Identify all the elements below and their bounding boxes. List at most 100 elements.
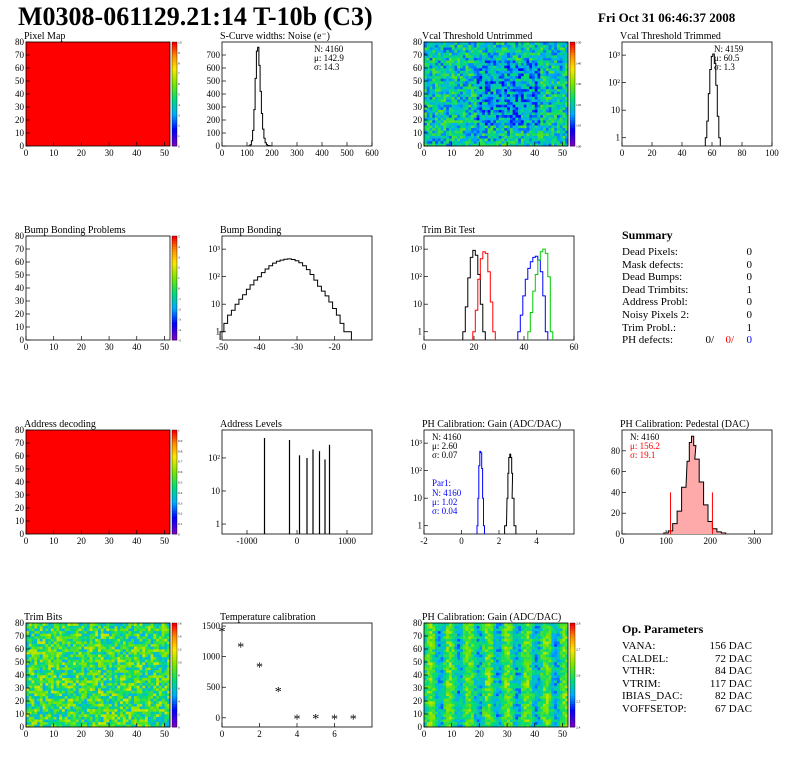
op-label: VTRIM: [622, 677, 661, 690]
heatmap-cell [117, 698, 121, 702]
heatmap-cell [476, 130, 480, 134]
heatmap-cell [487, 83, 491, 87]
heatmap-cell [128, 669, 132, 673]
colorbar-segment [172, 277, 177, 281]
colorbar-tick: 0 [178, 287, 180, 291]
summary-label: Dead Bumps: [622, 271, 683, 284]
heatmap-cell [67, 680, 71, 684]
heatmap-cell [106, 690, 110, 694]
heatmap-cell [435, 143, 439, 147]
heatmap-cell [554, 138, 558, 142]
heatmap-cell [498, 127, 502, 131]
heatmap-cell [448, 81, 452, 84]
heatmap-cell [150, 711, 154, 715]
heatmap-cell [67, 690, 71, 694]
heatmap-cell [75, 667, 79, 671]
heatmap-cell [131, 643, 135, 647]
heatmap-cell [504, 127, 508, 131]
heatmap-cell [432, 73, 436, 77]
heatmap-cell [153, 677, 157, 681]
heatmap-cell [89, 708, 93, 712]
colorbar-segment [172, 646, 177, 650]
heatmap-cell [34, 630, 38, 634]
heatmap-cell [543, 73, 547, 77]
heatmap-cell [526, 65, 530, 69]
heatmap-cell [556, 70, 560, 74]
heatmap-cell [62, 701, 66, 704]
heatmap-cell [426, 91, 430, 95]
y-tick-label: 80 [611, 446, 621, 456]
heatmap-cell [562, 104, 566, 108]
heatmap-cell [128, 659, 132, 663]
heatmap-cell [161, 669, 165, 673]
heatmap-cell [109, 672, 113, 676]
heatmap-cell [150, 680, 154, 684]
colorbar-segment [172, 526, 177, 530]
heatmap-cell [562, 44, 566, 48]
heatmap-cell [424, 625, 428, 629]
heatmap-cell [59, 636, 63, 639]
colorbar-segment [570, 44, 575, 48]
heatmap-cell [106, 664, 110, 668]
chart-gain: PH Calibration: Gain (ADC/DAC)-2 0 2 411010… [410, 419, 575, 546]
heatmap-cell [465, 81, 469, 84]
y-tick-label: 80 [15, 425, 25, 435]
y-tick-label: 50 [15, 464, 25, 474]
heatmap-cell [59, 677, 63, 681]
heatmap-cell [26, 716, 30, 720]
heatmap-cell [498, 47, 502, 51]
heatmap-cell [111, 690, 115, 694]
heatmap-cell [440, 47, 444, 51]
heatmap-cell [139, 633, 143, 637]
heatmap-cell [73, 677, 77, 681]
heatmap-cell [424, 44, 428, 48]
heatmap-cell [62, 688, 66, 691]
heatmap-cell [496, 52, 500, 56]
heatmap-cell [471, 120, 475, 123]
heatmap-cell [515, 86, 519, 90]
heatmap-cell [523, 127, 527, 131]
heatmap-cell [48, 677, 52, 681]
heatmap-cell [53, 628, 57, 632]
heatmap-cell [534, 114, 538, 118]
heatmap-cell [526, 75, 530, 79]
heatmap-cell [122, 677, 126, 681]
summary-label: Noisy Pixels 2: [622, 308, 690, 321]
heatmap-cell [537, 65, 541, 69]
heatmap-cell [548, 109, 552, 113]
heatmap-cell [562, 42, 566, 45]
heatmap-cell [164, 638, 168, 642]
heatmap-cell [454, 55, 458, 58]
heatmap-cell [75, 669, 79, 673]
heatmap-cell [490, 52, 494, 56]
heatmap-cell [64, 714, 68, 717]
heatmap-cell [114, 625, 118, 629]
heatmap-cell [62, 646, 66, 650]
heatmap-cell [426, 724, 430, 728]
heatmap-cell [515, 83, 519, 87]
heatmap-cell [111, 716, 115, 720]
heatmap-cell [424, 641, 428, 645]
heatmap-cell [122, 628, 126, 632]
heatmap-cell [95, 651, 99, 655]
heatmap-cell [451, 49, 455, 53]
chart-title: Vcal Threshold Trimmed [620, 31, 721, 42]
heatmap-cell [432, 83, 436, 87]
heatmap-cell [81, 654, 85, 658]
heatmap-cell [532, 68, 536, 71]
heatmap-cell [142, 724, 146, 728]
heatmap-cell [78, 654, 82, 658]
heatmap-cell [556, 75, 560, 79]
colorbar-segment [172, 249, 177, 252]
heatmap-cell [515, 138, 519, 142]
heatmap-cell [81, 719, 85, 723]
heatmap-cell [523, 107, 527, 110]
heatmap-cell [73, 649, 77, 652]
heatmap-cell [457, 47, 461, 51]
heatmap-cell [64, 703, 68, 707]
heatmap-cell [479, 83, 483, 87]
heatmap-cell [529, 75, 533, 79]
heatmap-cell [554, 70, 558, 74]
heatmap-cell [424, 672, 428, 676]
heatmap-cell [84, 651, 88, 655]
